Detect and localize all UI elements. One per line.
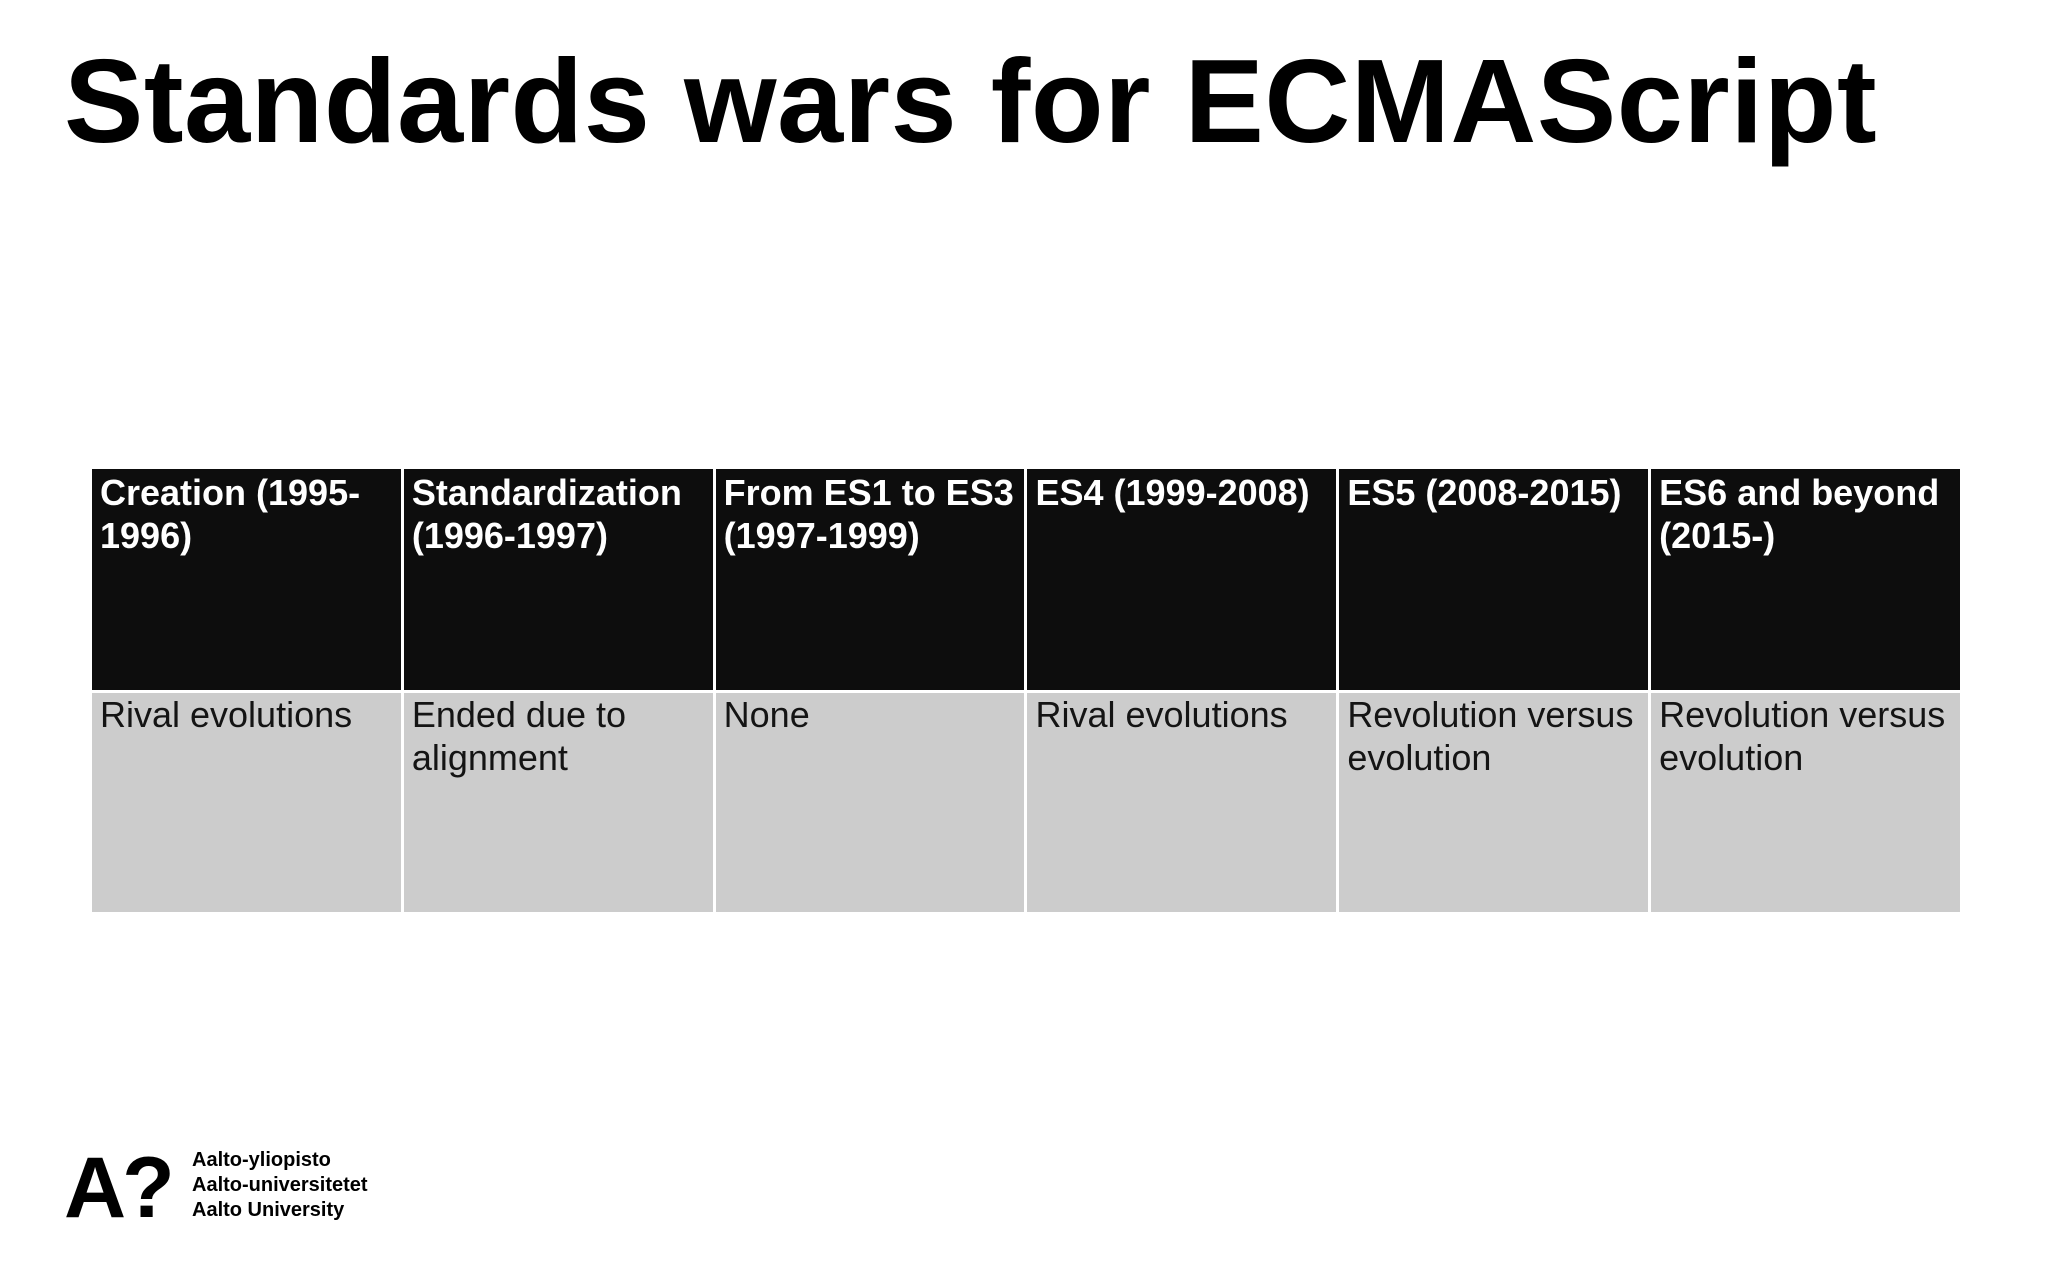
logo-mark: A? — [64, 1140, 175, 1236]
header-es1-to-es3: From ES1 to ES3 (1997-1999) — [715, 469, 1025, 690]
eras-table: Creation (1995-1996) Standardization (19… — [89, 466, 1963, 915]
header-es5: ES5 (2008-2015) — [1339, 469, 1649, 690]
header-creation: Creation (1995-1996) — [92, 469, 401, 690]
logo-line-english: Aalto University — [192, 1199, 345, 1221]
table-header-row: Creation (1995-1996) Standardization (19… — [92, 469, 1960, 690]
logo-line-finnish: Aalto-yliopisto — [192, 1149, 331, 1171]
cell-es4: Rival evolutions — [1027, 693, 1337, 912]
cell-es6: Revolution versus evolution — [1651, 693, 1960, 912]
aalto-logo: A? Aalto-yliopisto Aalto-universitetet A… — [64, 1140, 368, 1236]
logo-text: Aalto-yliopisto Aalto-universitetet Aalt… — [192, 1148, 368, 1223]
cell-standardization: Ended due to alignment — [403, 693, 713, 912]
header-es4: ES4 (1999-2008) — [1027, 469, 1337, 690]
header-es6: ES6 and beyond (2015-) — [1651, 469, 1960, 690]
table-row: Rival evolutions Ended due to alignment … — [92, 693, 1960, 912]
cell-es1-to-es3: None — [715, 693, 1025, 912]
cell-creation: Rival evolutions — [92, 693, 401, 912]
header-standardization: Standardization (1996-1997) — [403, 469, 713, 690]
slide-title: Standards wars for ECMAScript — [64, 35, 1878, 168]
logo-line-swedish: Aalto-universitetet — [192, 1174, 368, 1196]
cell-es5: Revolution versus evolution — [1339, 693, 1649, 912]
